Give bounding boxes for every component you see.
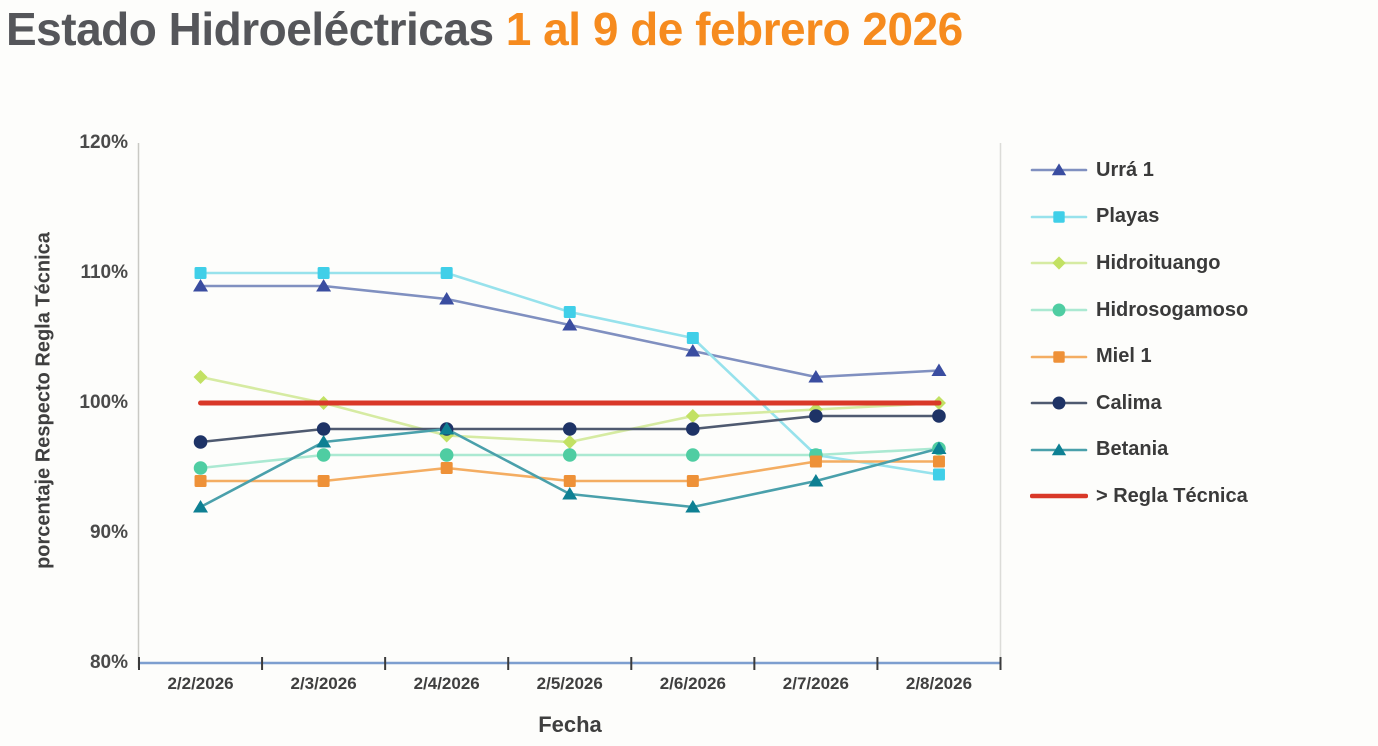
- page-title-main: Estado Hidroeléctricas: [6, 3, 494, 55]
- series-markers-calima: [193, 409, 946, 449]
- legend-swatch-hidroituango: [1030, 256, 1088, 271]
- x-tick-label: 2/4/2026: [413, 674, 480, 693]
- series-markers-betania: [193, 422, 947, 513]
- legend-swatch-urr-1: [1030, 163, 1088, 176]
- chart-legend: Urrá 1 Playas Hidroituango Hidrosogamoso Mie…: [1030, 147, 1248, 520]
- legend-label: Miel 1: [1096, 345, 1152, 368]
- legend-item-hidroituango: Hidroituango: [1030, 240, 1248, 287]
- y-tick-label: 100%: [79, 392, 128, 413]
- y-tick-label: 110%: [80, 262, 128, 283]
- x-tick-label: 2/2/2026: [167, 674, 234, 693]
- x-tick-label: 2/8/2026: [905, 674, 973, 693]
- legend-label: Hidroituango: [1096, 251, 1221, 274]
- y-tick-label: 90%: [89, 522, 128, 543]
- x-tick-label: 2/6/2026: [659, 674, 726, 693]
- x-tick-label: 2/5/2026: [536, 674, 603, 693]
- series-markers-miel-1: [194, 455, 945, 487]
- legend-item-hidrosogamoso: Hidrosogamoso: [1030, 287, 1248, 334]
- legend-swatch-regla-t-cnica: [1030, 494, 1088, 499]
- legend-item-regla-t-cnica: > Regla Técnica: [1030, 473, 1248, 520]
- legend-label: Hidrosogamoso: [1096, 298, 1249, 321]
- x-tick-label: 2/3/2026: [290, 674, 357, 693]
- legend-item-betania: Betania: [1030, 427, 1248, 474]
- page-title: Estado Hidroeléctricas 1 al 9 de febrero…: [6, 2, 963, 56]
- legend-item-playas: Playas: [1030, 194, 1248, 241]
- legend-swatch-betania: [1030, 443, 1088, 456]
- legend-swatch-hidrosogamoso: [1030, 303, 1088, 317]
- x-tick-label: 2/7/2026: [782, 674, 849, 693]
- legend-label: Betania: [1096, 438, 1169, 461]
- legend-label: > Regla Técnica: [1096, 484, 1248, 507]
- legend-label: Urrá 1: [1096, 158, 1154, 181]
- legend-swatch-calima: [1030, 396, 1088, 410]
- series-markers-urr-1: [193, 279, 947, 383]
- series-line-urr-1: [199, 284, 941, 379]
- legend-swatch-playas: [1030, 211, 1088, 223]
- legend-item-urr-1: Urrá 1: [1030, 147, 1248, 194]
- legend-swatch-miel-1: [1030, 350, 1088, 363]
- legend-item-calima: Calima: [1030, 380, 1248, 427]
- legend-label: Playas: [1096, 205, 1160, 228]
- page-title-highlight: 1 al 9 de febrero 2026: [493, 3, 963, 55]
- y-tick-label: 80%: [89, 652, 128, 673]
- legend-item-miel-1: Miel 1: [1030, 333, 1248, 380]
- y-tick-label: 120%: [79, 132, 128, 153]
- legend-label: Calima: [1096, 391, 1162, 414]
- x-axis-title: Fecha: [538, 712, 602, 737]
